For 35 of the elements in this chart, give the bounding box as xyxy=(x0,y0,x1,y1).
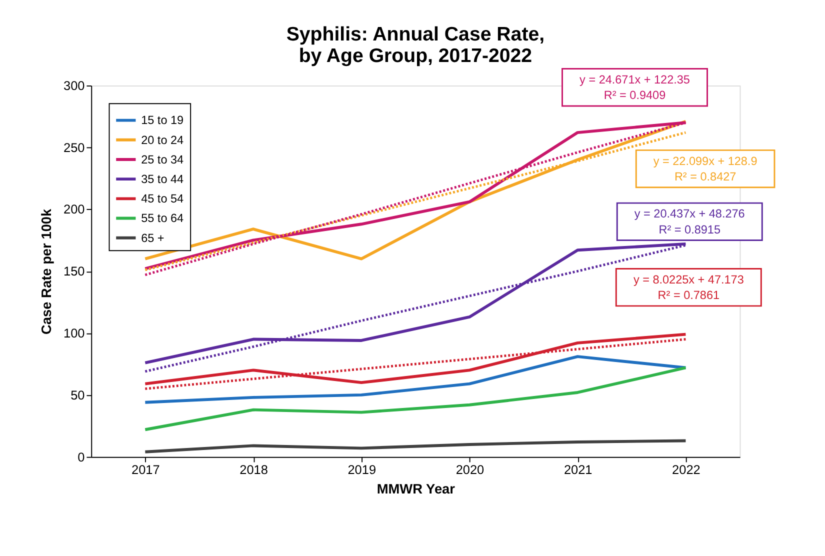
y-tick-label: 50 xyxy=(70,387,85,402)
x-tick-label: 2018 xyxy=(240,462,268,477)
line-series xyxy=(144,355,688,404)
y-tick-label: 150 xyxy=(64,264,85,279)
annotation: y = 20.437x + 48.276 xyxy=(634,208,746,221)
legend-label: 25 to 34 xyxy=(141,153,184,166)
line-series xyxy=(144,439,688,454)
annotation: R² = 0.9409 xyxy=(604,89,666,102)
legend-label: 45 to 54 xyxy=(141,192,184,206)
x-tick-label: 2021 xyxy=(564,462,592,477)
text: by Age Group, 2017-2022 xyxy=(298,45,532,68)
x-tick-label: 2022 xyxy=(672,462,700,477)
annotation: y = 22.099x + 128.9 xyxy=(653,154,758,168)
y-tick-label: 300 xyxy=(64,78,85,93)
text: Syphilis: Annual Case Rate, xyxy=(286,24,545,46)
y-tick-label: 100 xyxy=(64,325,85,340)
x-tick-label: 2020 xyxy=(456,462,484,477)
y-axis-title: Case Rate per 100k xyxy=(38,208,54,335)
annotation: y = 8.0225x + 47.173 xyxy=(633,273,744,286)
annotation: R² = 0.8915 xyxy=(658,223,721,236)
y-tick-label: 200 xyxy=(64,202,85,217)
y-tick-label: 250 xyxy=(64,140,85,155)
annotation: y = 24.671x + 122.35 xyxy=(580,73,690,86)
legend-label: 15 to 19 xyxy=(141,114,184,128)
line-series xyxy=(144,366,688,432)
annotation: R² = 0.8427 xyxy=(674,170,736,184)
x-axis-title: MMWR Year xyxy=(376,482,456,497)
y-tick-label: 0 xyxy=(78,449,85,464)
legend-label: 65 + xyxy=(141,232,164,245)
legend-label: 55 to 64 xyxy=(141,212,184,226)
x-tick-label: 2019 xyxy=(348,462,376,477)
x-tick-label: 2017 xyxy=(132,462,160,477)
legend-label: 35 to 44 xyxy=(141,172,184,186)
legend-label: 20 to 24 xyxy=(141,134,184,147)
annotation: R² = 0.7861 xyxy=(658,289,720,302)
